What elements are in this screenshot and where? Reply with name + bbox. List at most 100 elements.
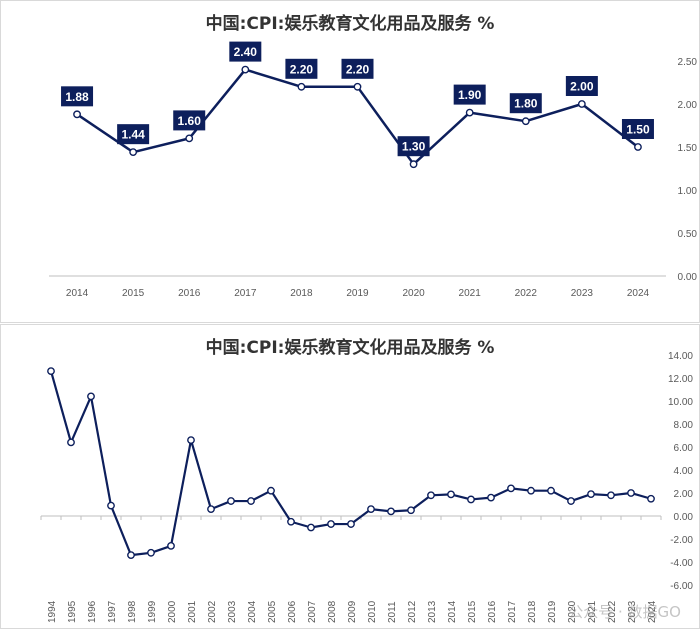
- y-tick-label: 10.00: [668, 397, 693, 408]
- y-tick-label: 8.00: [674, 420, 694, 431]
- data-point: [465, 108, 474, 117]
- data-point: [367, 505, 375, 514]
- data-point: [327, 520, 335, 528]
- chart-panel-top: 中国:CPI:娱乐教育文化用品及服务 % 2014 2015 2016 2017 201…: [0, 0, 700, 323]
- data-point: [547, 486, 555, 495]
- data-label-box: [397, 136, 430, 157]
- x-tick-label: 2024: [627, 288, 650, 299]
- data-label-box: [453, 84, 486, 105]
- y-tick-label: 0.50: [678, 229, 698, 240]
- x-tick-label: 2009: [347, 600, 358, 623]
- data-point: [167, 541, 175, 550]
- data-point: [627, 489, 635, 497]
- data-point: [287, 517, 295, 526]
- x-tick-label: 2018: [290, 288, 313, 299]
- x-tick-label: 2016: [487, 600, 498, 623]
- x-tick-label: 2015: [467, 600, 478, 623]
- data-point: [187, 436, 195, 445]
- data-label: 1.88: [65, 90, 89, 104]
- chart-top-svg: 2014 2015 2016 2017 2018 2019 2020 2021 2022 2023…: [49, 41, 698, 299]
- x-tick-label: 2023: [627, 600, 638, 623]
- data-point: [247, 497, 255, 505]
- x-tick-label: 2010: [367, 600, 378, 623]
- x-tick-label: 2007: [307, 600, 318, 623]
- x-tick-label: 2006: [287, 600, 298, 623]
- data-point: [241, 65, 250, 74]
- x-tick-label: 2024: [647, 600, 658, 623]
- x-tick-label: 2005: [267, 600, 278, 623]
- data-point: [577, 100, 586, 108]
- data-point: [129, 148, 138, 157]
- data-label: 1.80: [514, 97, 538, 111]
- data-label: 2.20: [290, 62, 314, 76]
- watermark-text: 公众号 · 数据GO: [568, 603, 681, 621]
- x-tick-label: 2008: [327, 600, 338, 623]
- x-tick-label: 2003: [227, 600, 238, 623]
- x-tick-label: 2017: [507, 600, 518, 623]
- data-label-box: [229, 41, 262, 62]
- x-tick-label: 2018: [527, 600, 538, 623]
- x-tick-label: 1999: [147, 600, 158, 623]
- chart-panel-bottom: 中国:CPI:娱乐教育文化用品及服务 % 1994 1995 1996 1997 199…: [0, 324, 700, 629]
- data-point: [207, 505, 215, 514]
- x-tick-label: 2011: [387, 601, 398, 623]
- y-tick-label: 2.00: [678, 100, 698, 111]
- x-tick-label: 2023: [571, 288, 594, 299]
- y-tick-label: 1.00: [678, 186, 698, 197]
- x-tick-label: 2020: [402, 288, 425, 299]
- data-label: 2.00: [570, 80, 594, 94]
- data-point: [47, 367, 55, 375]
- data-point: [127, 551, 135, 560]
- x-tick-label: 2022: [515, 288, 538, 299]
- x-tick-label: 2016: [178, 288, 201, 299]
- data-label: 2.40: [234, 45, 258, 59]
- data-point: [297, 82, 306, 91]
- x-tick-label: 1995: [67, 600, 78, 623]
- data-label: 2.20: [346, 62, 370, 76]
- y-tick-label: 2.50: [678, 57, 698, 68]
- data-point: [607, 491, 615, 500]
- x-tick-label: 2019: [547, 600, 558, 623]
- data-label-box: [285, 58, 318, 79]
- x-tick-label: 2022: [607, 600, 618, 623]
- y-tick-label: 4.00: [674, 466, 694, 477]
- data-point: [427, 491, 435, 500]
- data-point: [185, 134, 194, 143]
- data-point: [107, 501, 115, 510]
- data-label-box: [565, 76, 598, 96]
- x-tick-label: 2004: [247, 600, 258, 623]
- data-point: [147, 548, 155, 557]
- data-point: [521, 117, 530, 126]
- y-tick-label: 12.00: [668, 374, 693, 385]
- data-point: [409, 160, 418, 169]
- y-tick-label: 0.00: [674, 512, 694, 523]
- y-tick-label: 1.50: [678, 143, 698, 154]
- data-point: [227, 497, 235, 505]
- data-label: 1.60: [178, 114, 202, 128]
- y-tick-label: -4.00: [670, 558, 693, 569]
- data-point: [527, 486, 535, 495]
- data-point: [387, 507, 395, 516]
- data-point: [87, 392, 95, 401]
- data-point: [507, 484, 515, 493]
- data-label-box: [509, 93, 542, 114]
- x-tick-label: 2019: [346, 288, 369, 299]
- y-tick-label: -6.00: [670, 581, 693, 592]
- data-point: [567, 497, 575, 505]
- x-tick-label: 2017: [234, 288, 257, 299]
- data-point: [487, 493, 495, 502]
- data-point: [447, 490, 455, 499]
- x-tick-label: 2014: [66, 288, 89, 299]
- data-point: [647, 494, 655, 503]
- data-label-box: [621, 119, 654, 139]
- y-tick-label: 0.00: [678, 272, 698, 283]
- data-label: 1.44: [121, 128, 145, 142]
- data-point: [634, 143, 642, 151]
- x-tick-label: 1994: [47, 600, 58, 623]
- chart-title-top: 中国:CPI:娱乐教育文化用品及服务 %: [205, 14, 495, 34]
- data-label-box: [61, 86, 94, 107]
- x-tick-label: 2014: [447, 600, 458, 623]
- x-tick-label: 1997: [107, 600, 118, 623]
- x-tick-label: 2021: [459, 288, 482, 299]
- x-tick-label: 2002: [207, 600, 218, 623]
